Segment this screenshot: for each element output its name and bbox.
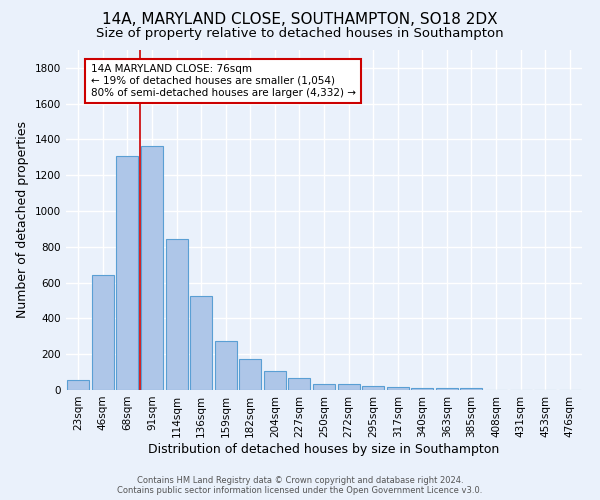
Bar — [239, 358, 262, 390]
Bar — [411, 388, 433, 390]
Bar — [386, 388, 409, 390]
Bar — [362, 386, 384, 390]
Y-axis label: Number of detached properties: Number of detached properties — [16, 122, 29, 318]
Text: Contains HM Land Registry data © Crown copyright and database right 2024.
Contai: Contains HM Land Registry data © Crown c… — [118, 476, 482, 495]
Bar — [116, 156, 139, 390]
Bar — [141, 146, 163, 390]
Bar — [190, 296, 212, 390]
Bar — [436, 388, 458, 390]
Bar — [166, 239, 188, 390]
Bar — [67, 380, 89, 390]
Bar — [460, 388, 482, 390]
Bar — [313, 384, 335, 390]
Bar — [289, 378, 310, 390]
Bar — [264, 371, 286, 390]
Bar — [215, 341, 237, 390]
Bar — [92, 274, 114, 390]
Text: 14A, MARYLAND CLOSE, SOUTHAMPTON, SO18 2DX: 14A, MARYLAND CLOSE, SOUTHAMPTON, SO18 2… — [102, 12, 498, 28]
Text: 14A MARYLAND CLOSE: 76sqm
← 19% of detached houses are smaller (1,054)
80% of se: 14A MARYLAND CLOSE: 76sqm ← 19% of detac… — [91, 64, 356, 98]
Bar — [338, 384, 359, 390]
X-axis label: Distribution of detached houses by size in Southampton: Distribution of detached houses by size … — [148, 442, 500, 456]
Text: Size of property relative to detached houses in Southampton: Size of property relative to detached ho… — [96, 28, 504, 40]
